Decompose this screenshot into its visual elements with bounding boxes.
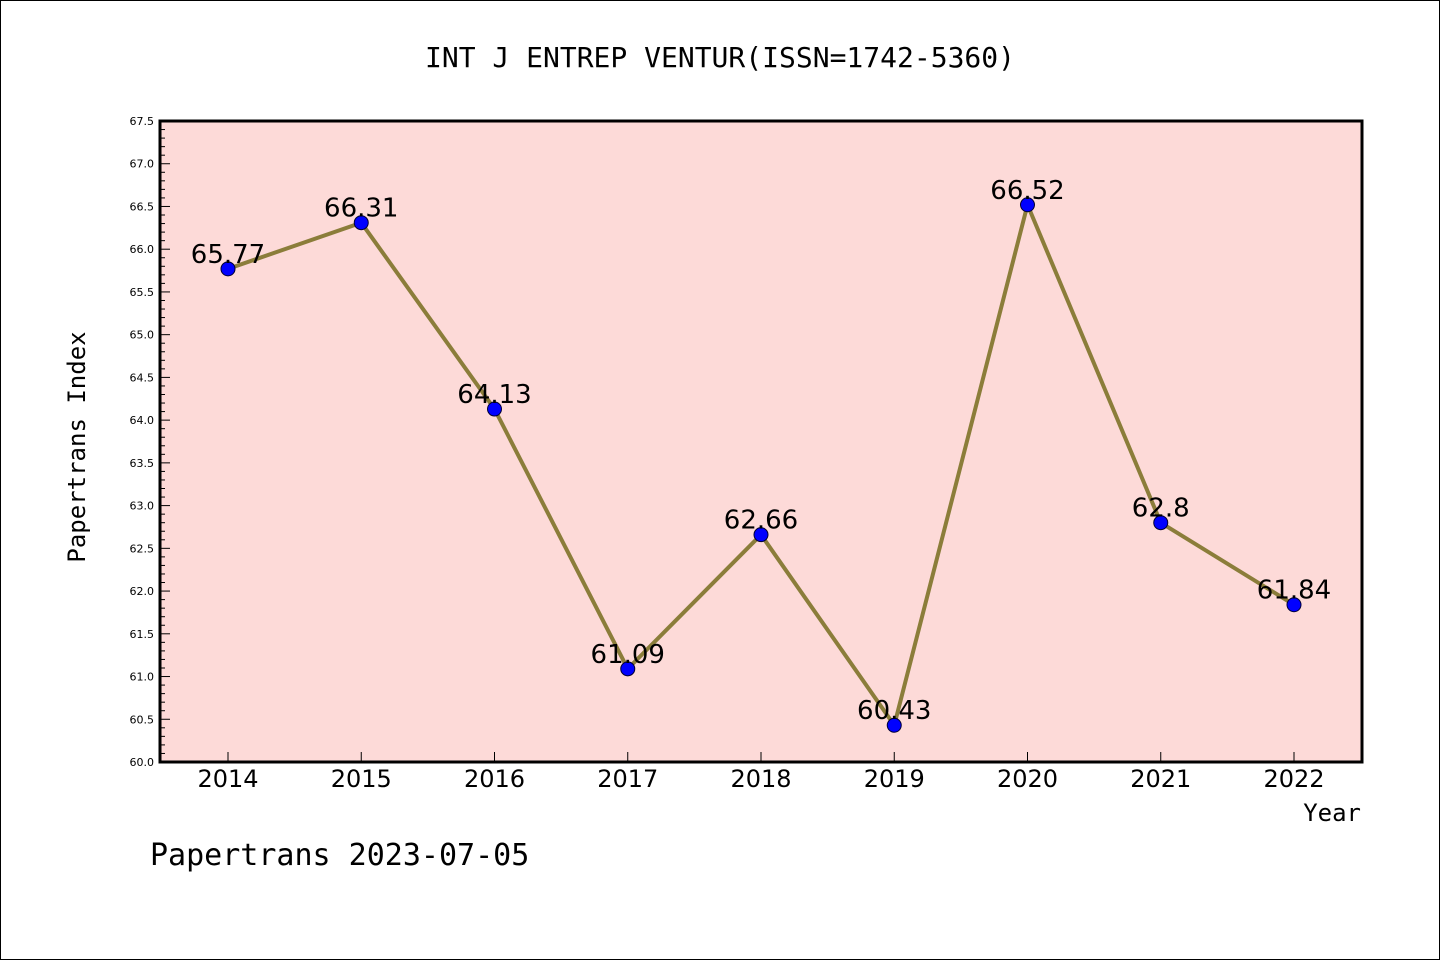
data-value-label: 61.84 <box>1257 576 1331 606</box>
data-point-marker <box>620 661 636 677</box>
y-tick-label: 63.5 <box>130 457 155 470</box>
y-tick-label: 64.5 <box>130 371 155 384</box>
y-axis: 60.0 60.5 61.0 61.5 62.0 62.5 63.0 63.5 64.0 64.5… <box>130 115 170 769</box>
y-tick-label: 63.0 <box>130 500 155 513</box>
x-tick-label: 2018 <box>730 765 791 793</box>
x-tick-label: 2021 <box>1130 765 1191 793</box>
data-point-marker <box>1153 515 1169 531</box>
x-tick-label: 2020 <box>997 765 1058 793</box>
chart-title: INT J ENTREP VENTUR(ISSN=1742-5360) <box>425 41 1015 74</box>
series-line-group <box>220 197 1302 733</box>
data-value-label: 66.31 <box>324 194 398 224</box>
data-point-marker <box>1020 197 1035 213</box>
y-tick-label: 61.0 <box>130 671 155 684</box>
y-tick-label: 65.0 <box>130 329 155 342</box>
data-labels: 65.77 66.31 64.13 61.09 62.66 60.43 66.52 62.8 6… <box>191 176 1331 726</box>
data-point-marker <box>1286 597 1302 613</box>
data-value-label: 60.43 <box>857 696 931 726</box>
x-axis: 2014 2015 2016 2017 2018 2019 2020 2021 2022 <box>197 752 1325 793</box>
y-tick-label: 64.0 <box>130 414 155 427</box>
y-tick-label: 67.0 <box>130 158 155 171</box>
x-tick-label: 2015 <box>331 765 392 793</box>
y-tick-label: 67.5 <box>130 115 155 128</box>
y-axis-title: Papertrans Index <box>63 331 91 562</box>
y-tick-label: 60.5 <box>130 713 155 726</box>
x-axis-title: Year <box>1303 799 1361 827</box>
data-value-label: 62.8 <box>1132 494 1190 524</box>
y-tick-label: 62.0 <box>130 585 155 598</box>
y-tick-label: 60.0 <box>130 756 155 769</box>
data-point-marker <box>220 261 236 277</box>
data-value-label: 61.09 <box>591 640 665 670</box>
footer-source-date: Papertrans 2023-07-05 <box>150 838 529 873</box>
data-value-label: 65.77 <box>191 240 265 270</box>
data-point-marker <box>353 215 369 231</box>
data-point-marker <box>753 527 769 543</box>
x-tick-label: 2016 <box>464 765 525 793</box>
y-tick-label: 66.0 <box>130 243 155 256</box>
x-tick-label: 2014 <box>197 765 258 793</box>
data-value-label: 64.13 <box>457 380 531 410</box>
y-tick-label: 66.5 <box>130 200 155 213</box>
y-tick-label: 65.5 <box>130 286 155 299</box>
x-tick-label: 2017 <box>597 765 658 793</box>
data-point-marker <box>487 401 502 417</box>
y-tick-label: 61.5 <box>130 628 155 641</box>
data-value-label: 66.52 <box>990 176 1064 206</box>
x-tick-label: 2019 <box>864 765 925 793</box>
data-point-marker <box>886 717 902 733</box>
x-tick-label: 2022 <box>1263 765 1324 793</box>
data-value-label: 62.66 <box>724 506 798 536</box>
y-tick-label: 62.5 <box>130 542 155 555</box>
